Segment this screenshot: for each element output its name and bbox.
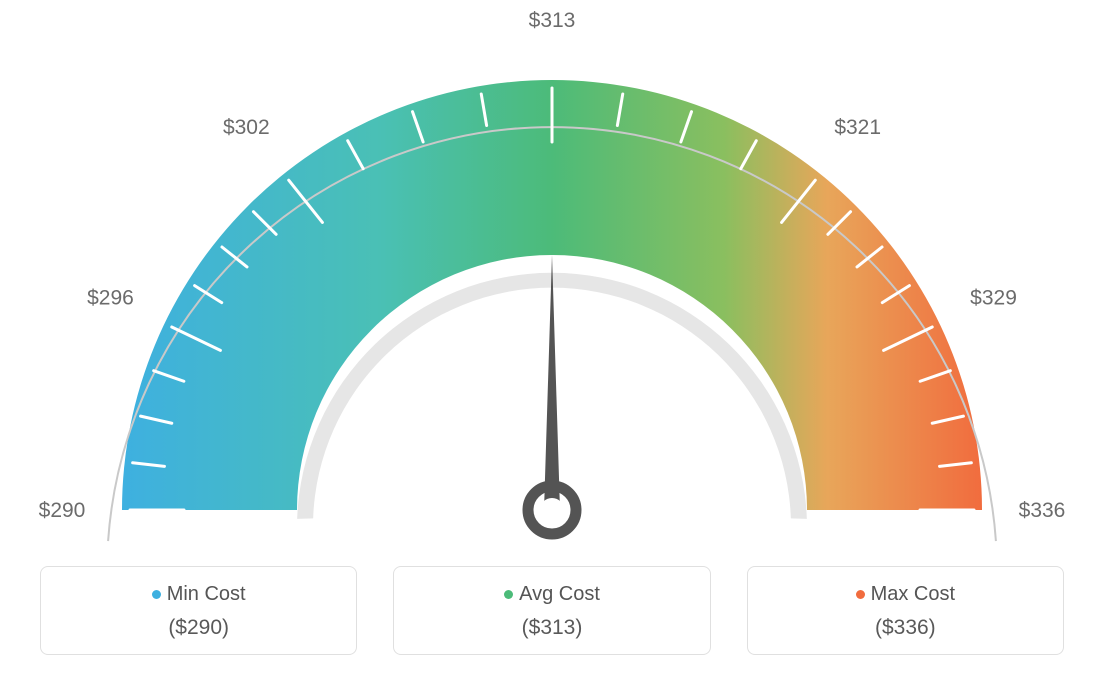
cost-gauge-chart: $290 $296 $302 $313 $321 $329 $336: [0, 0, 1104, 560]
legend-card-max: Max Cost ($336): [747, 566, 1064, 655]
legend-label-max: Max Cost: [871, 583, 955, 605]
legend-row: Min Cost ($290) Avg Cost ($313) Max Cost…: [0, 566, 1104, 655]
svg-text:$321: $321: [834, 116, 881, 139]
legend-title-max: Max Cost: [760, 583, 1051, 606]
legend-label-min: Min Cost: [167, 583, 246, 605]
legend-card-min: Min Cost ($290): [40, 566, 357, 655]
legend-label-avg: Avg Cost: [519, 583, 600, 605]
legend-card-avg: Avg Cost ($313): [393, 566, 710, 655]
svg-text:$329: $329: [970, 287, 1017, 310]
svg-text:$302: $302: [223, 116, 270, 139]
legend-value-avg: ($313): [406, 616, 697, 640]
legend-title-min: Min Cost: [53, 583, 344, 606]
svg-text:$296: $296: [87, 287, 134, 310]
dot-icon-max: [856, 590, 865, 599]
legend-title-avg: Avg Cost: [406, 583, 697, 606]
legend-value-max: ($336): [760, 616, 1051, 640]
svg-text:$290: $290: [39, 499, 86, 522]
gauge-container: $290 $296 $302 $313 $321 $329 $336: [0, 0, 1104, 560]
dot-icon-min: [152, 590, 161, 599]
dot-icon-avg: [504, 590, 513, 599]
legend-value-min: ($290): [53, 616, 344, 640]
svg-text:$336: $336: [1019, 499, 1066, 522]
svg-text:$313: $313: [529, 9, 576, 32]
